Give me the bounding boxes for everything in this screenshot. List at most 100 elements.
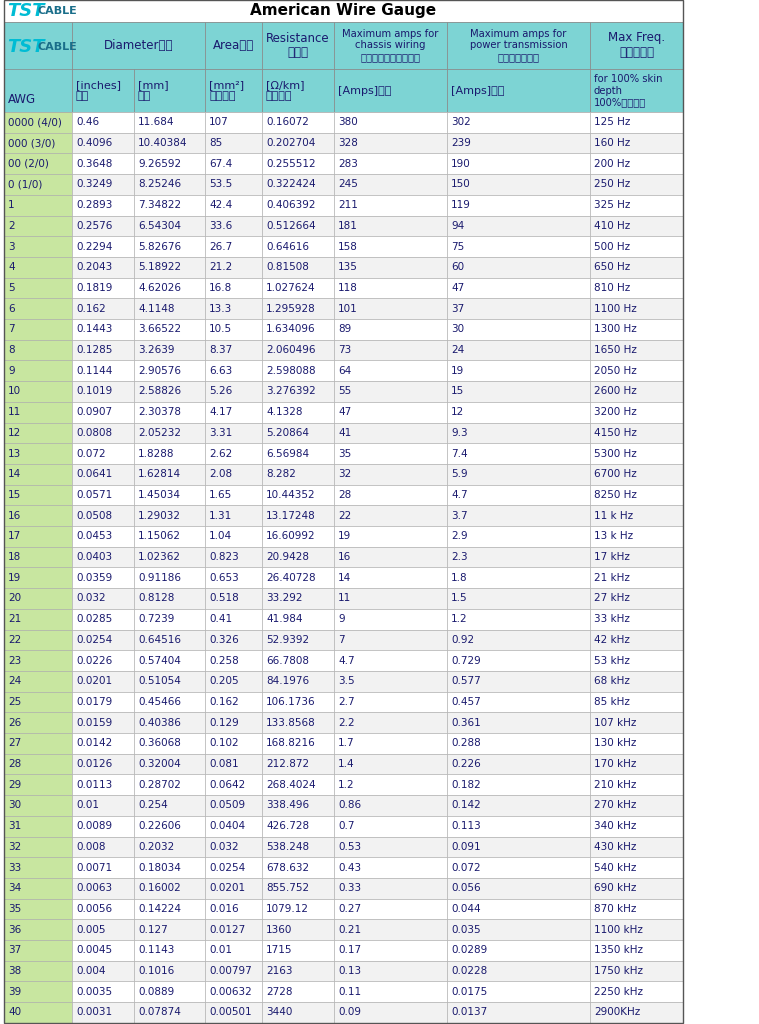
Text: 0.17: 0.17 bbox=[338, 945, 361, 955]
Bar bbox=[334, 857, 447, 878]
Text: 211: 211 bbox=[338, 200, 358, 210]
Text: 16: 16 bbox=[338, 552, 351, 562]
Bar bbox=[262, 630, 334, 650]
Bar bbox=[4, 567, 72, 588]
Bar bbox=[447, 526, 590, 547]
Text: 0.823: 0.823 bbox=[209, 552, 239, 562]
Text: 0.00632: 0.00632 bbox=[209, 987, 252, 996]
Text: 00 (2/0): 00 (2/0) bbox=[8, 159, 49, 169]
Text: 0.032: 0.032 bbox=[76, 594, 106, 603]
Text: 1.634096: 1.634096 bbox=[266, 325, 316, 335]
Text: 0.0571: 0.0571 bbox=[76, 489, 112, 500]
Bar bbox=[205, 1002, 262, 1023]
Bar bbox=[134, 816, 205, 837]
Text: 0.081: 0.081 bbox=[209, 759, 238, 769]
Bar bbox=[334, 609, 447, 630]
Text: 16.8: 16.8 bbox=[209, 283, 232, 293]
Text: 33.292: 33.292 bbox=[266, 594, 303, 603]
Bar bbox=[447, 257, 590, 278]
Text: 53 kHz: 53 kHz bbox=[594, 655, 630, 666]
Bar bbox=[134, 588, 205, 609]
Bar bbox=[134, 547, 205, 567]
Text: 0.653: 0.653 bbox=[209, 572, 239, 583]
Bar bbox=[334, 278, 447, 298]
Bar bbox=[205, 319, 262, 340]
Bar bbox=[72, 464, 134, 484]
Bar bbox=[205, 961, 262, 981]
Text: 3.66522: 3.66522 bbox=[138, 325, 181, 335]
Bar bbox=[72, 278, 134, 298]
Bar bbox=[590, 899, 683, 920]
Bar bbox=[447, 795, 590, 816]
Text: 40: 40 bbox=[8, 1008, 21, 1018]
Text: 0.1019: 0.1019 bbox=[76, 386, 112, 396]
Text: 5: 5 bbox=[8, 283, 14, 293]
Text: 14: 14 bbox=[338, 572, 351, 583]
Bar bbox=[134, 920, 205, 940]
Text: 0.43: 0.43 bbox=[338, 862, 361, 872]
Text: 2.30378: 2.30378 bbox=[138, 408, 181, 417]
Text: 7.4: 7.4 bbox=[451, 449, 468, 459]
Text: 5.9: 5.9 bbox=[451, 469, 468, 479]
Bar bbox=[72, 423, 134, 443]
Bar bbox=[334, 423, 447, 443]
Bar bbox=[205, 857, 262, 878]
Text: 0.035: 0.035 bbox=[451, 925, 480, 935]
Text: 6700 Hz: 6700 Hz bbox=[594, 469, 637, 479]
Text: 3.276392: 3.276392 bbox=[266, 386, 316, 396]
Bar bbox=[262, 69, 334, 112]
Text: 30: 30 bbox=[8, 801, 21, 810]
Bar bbox=[134, 237, 205, 257]
Text: 0.182: 0.182 bbox=[451, 779, 480, 790]
Bar bbox=[134, 878, 205, 899]
Bar bbox=[4, 609, 72, 630]
Bar bbox=[4, 22, 72, 112]
Text: 11.684: 11.684 bbox=[138, 118, 175, 127]
Text: 32: 32 bbox=[8, 842, 21, 852]
Bar bbox=[590, 961, 683, 981]
Bar bbox=[590, 69, 683, 112]
Bar bbox=[134, 174, 205, 195]
Text: 60: 60 bbox=[451, 262, 464, 272]
Bar bbox=[590, 981, 683, 1002]
Text: 0.0126: 0.0126 bbox=[76, 759, 112, 769]
Text: 4.1148: 4.1148 bbox=[138, 304, 175, 313]
Bar bbox=[205, 174, 262, 195]
Text: 7: 7 bbox=[8, 325, 14, 335]
Text: 4: 4 bbox=[8, 262, 14, 272]
Text: 1.8: 1.8 bbox=[451, 572, 468, 583]
Text: 0.162: 0.162 bbox=[209, 697, 239, 707]
Text: 6.54304: 6.54304 bbox=[138, 221, 181, 230]
Bar bbox=[72, 691, 134, 713]
Text: 4.62026: 4.62026 bbox=[138, 283, 181, 293]
Text: 0.0071: 0.0071 bbox=[76, 862, 112, 872]
Bar bbox=[4, 505, 72, 526]
Text: [mm²]
平方毫米: [mm²] 平方毫米 bbox=[209, 80, 244, 101]
Bar bbox=[262, 857, 334, 878]
Bar bbox=[447, 857, 590, 878]
Bar bbox=[205, 215, 262, 237]
Bar bbox=[205, 298, 262, 319]
Text: 2250 kHz: 2250 kHz bbox=[594, 987, 643, 996]
Text: 26: 26 bbox=[8, 718, 21, 728]
Text: 41: 41 bbox=[338, 428, 351, 438]
Text: 0.0035: 0.0035 bbox=[76, 987, 112, 996]
Bar bbox=[447, 567, 590, 588]
Bar bbox=[447, 588, 590, 609]
Bar bbox=[334, 567, 447, 588]
Text: 340 kHz: 340 kHz bbox=[594, 821, 636, 831]
Text: 0.016: 0.016 bbox=[209, 904, 238, 914]
Bar bbox=[334, 381, 447, 401]
Text: 107: 107 bbox=[209, 118, 228, 127]
Bar bbox=[134, 505, 205, 526]
Bar bbox=[4, 691, 72, 713]
Text: 20.9428: 20.9428 bbox=[266, 552, 309, 562]
Bar bbox=[4, 795, 72, 816]
Text: 10.5: 10.5 bbox=[209, 325, 232, 335]
Bar bbox=[447, 1002, 590, 1023]
Bar bbox=[134, 360, 205, 381]
Bar bbox=[72, 774, 134, 795]
Bar bbox=[447, 920, 590, 940]
Bar bbox=[590, 857, 683, 878]
Text: 0.406392: 0.406392 bbox=[266, 200, 316, 210]
